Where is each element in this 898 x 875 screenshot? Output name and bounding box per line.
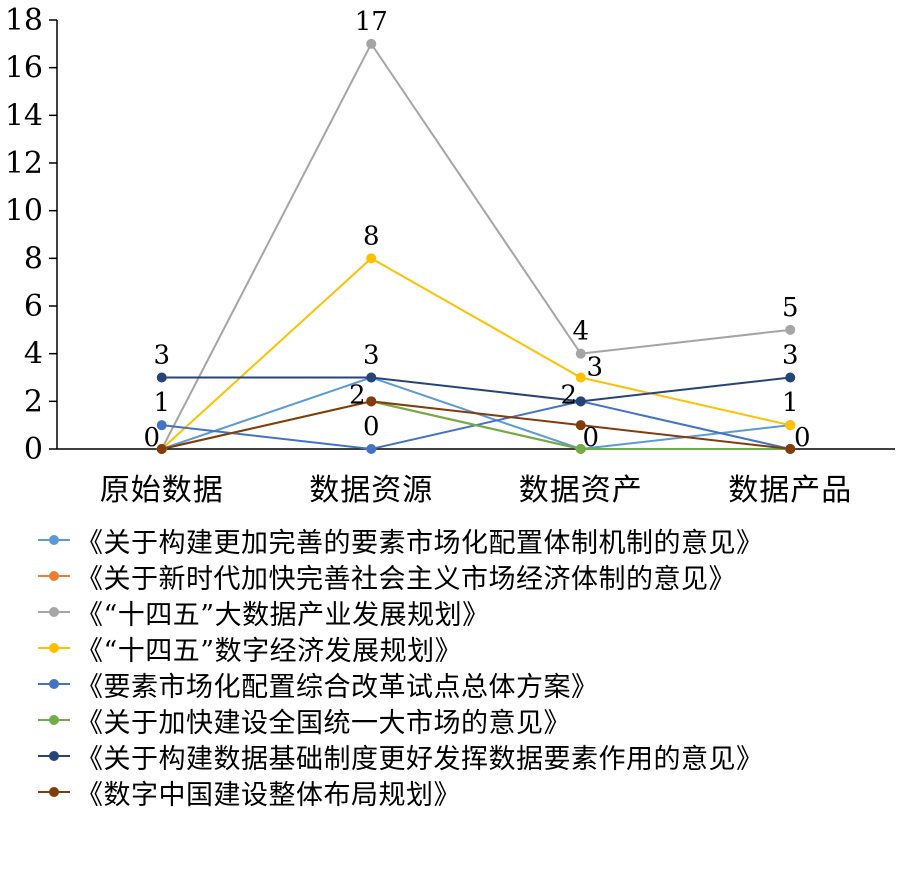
data-label: 3	[782, 341, 799, 371]
data-point	[575, 396, 586, 407]
data-label: 1	[782, 388, 799, 418]
legend-item: 《关于新时代加快完善社会主义市场经济体制的意见》	[36, 558, 764, 595]
series-line	[161, 400, 791, 450]
data-point	[366, 444, 377, 454]
data-label: 8	[363, 221, 380, 251]
data-point	[785, 372, 796, 383]
data-label: 0	[143, 423, 160, 453]
legend-item: 《数字中国建设整体布局规划》	[36, 774, 764, 811]
series-line	[161, 257, 791, 450]
y-tick-label: 0	[24, 432, 43, 467]
data-point	[366, 253, 377, 264]
data-label: 17	[355, 7, 388, 37]
data-point	[366, 396, 377, 407]
chart-legend: 《关于构建更加完善的要素市场化配置体制机制的意见》 《关于新时代加快完善社会主义市…	[36, 522, 764, 811]
data-point	[366, 372, 377, 383]
legend-item: 《关于加快建设全国统一大市场的意见》	[36, 702, 764, 739]
data-label: 2	[349, 380, 366, 410]
data-label: 0	[582, 423, 599, 453]
y-tick-label: 18	[5, 3, 43, 38]
data-label: 1	[153, 388, 170, 418]
y-tick-label: 6	[24, 289, 43, 324]
y-tick-label: 14	[5, 98, 43, 133]
legend-item: 《“十四五”大数据产业发展规划》	[36, 594, 764, 631]
legend-label: 《数字中国建设整体布局规划》	[76, 779, 461, 811]
data-label: 4	[572, 317, 589, 347]
series-line	[161, 376, 791, 403]
data-point	[575, 420, 586, 431]
x-tick-label: 原始数据	[100, 473, 224, 508]
data-point	[785, 420, 796, 431]
data-label: 3	[586, 353, 603, 383]
data-label: 3	[363, 341, 380, 371]
legend-item: 《关于构建数据基础制度更好发挥数据要素作用的意见》	[36, 738, 764, 775]
data-point	[156, 444, 167, 454]
legend-label: 《关于新时代加快完善社会主义市场经济体制的意见》	[76, 563, 736, 595]
data-point	[575, 444, 586, 454]
legend-marker-icon	[36, 666, 72, 702]
data-point	[156, 420, 167, 431]
data-point	[575, 372, 586, 383]
y-tick-label: 10	[5, 194, 43, 229]
legend-marker-icon	[36, 738, 72, 774]
data-point	[156, 372, 167, 383]
data-label: 0	[794, 423, 811, 453]
legend-label: 《关于构建数据基础制度更好发挥数据要素作用的意见》	[76, 743, 764, 775]
data-point	[575, 348, 586, 359]
data-point	[785, 444, 796, 454]
y-tick-label: 4	[24, 337, 43, 372]
series-lines	[160, 41, 791, 451]
legend-item: 《关于构建更加完善的要素市场化配置体制机制的意见》	[36, 522, 764, 559]
series-points	[156, 38, 796, 454]
legend-label: 《要素市场化配置综合改革试点总体方案》	[76, 671, 599, 703]
legend-label: 《关于构建更加完善的要素市场化配置体制机制的意见》	[76, 527, 764, 559]
data-label: 3	[153, 341, 170, 371]
legend-marker-icon	[36, 594, 72, 630]
x-tick-label: 数据资源	[309, 473, 433, 508]
y-tick-label: 12	[5, 146, 43, 181]
legend-marker-icon	[36, 774, 72, 810]
x-tick-label: 数据资产	[519, 473, 643, 508]
series-line	[160, 41, 791, 450]
legend-label: 《“十四五”大数据产业发展规划》	[76, 599, 490, 631]
series-line	[161, 400, 791, 450]
y-tick-label: 16	[5, 51, 43, 86]
legend-marker-icon	[36, 630, 72, 666]
data-label: 0	[363, 412, 380, 442]
data-point	[785, 324, 796, 335]
legend-marker-icon	[36, 702, 72, 738]
legend-label: 《关于加快建设全国统一大市场的意见》	[76, 707, 571, 739]
legend-item: 《“十四五”数字经济发展规划》	[36, 630, 764, 667]
legend-marker-icon	[36, 522, 72, 558]
legend-marker-icon	[36, 558, 72, 594]
data-point	[366, 38, 377, 49]
x-tick-label: 数据产品	[728, 473, 852, 508]
y-tick-label: 2	[24, 384, 43, 419]
data-label: 2	[560, 380, 577, 410]
y-tick-label: 8	[24, 241, 43, 276]
legend-label: 《“十四五”数字经济发展规划》	[76, 635, 463, 667]
legend-item: 《要素市场化配置综合改革试点总体方案》	[36, 666, 764, 703]
data-label: 5	[782, 293, 799, 323]
